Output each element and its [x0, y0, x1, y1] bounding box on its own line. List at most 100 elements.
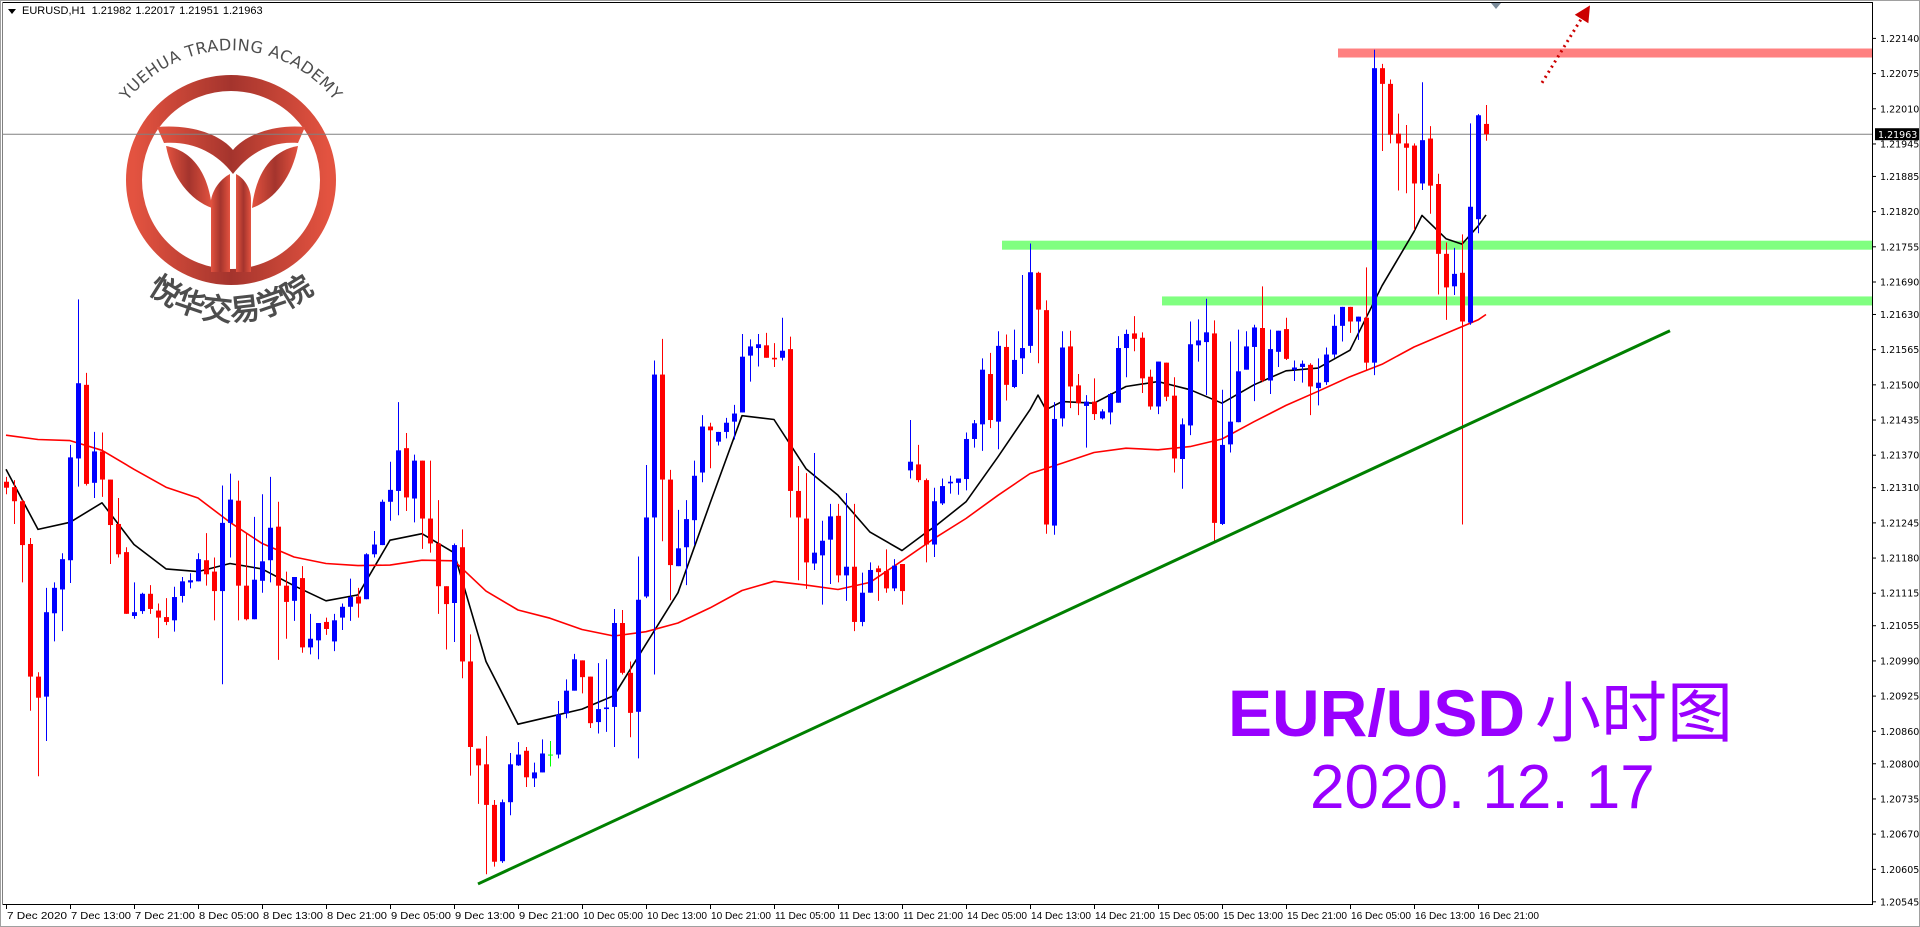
candle [140, 592, 145, 614]
candle [164, 598, 169, 626]
chart-shift-marker-icon[interactable] [1491, 3, 1501, 9]
time-tick-label: 16 Dec 05:00 [1351, 910, 1411, 922]
candle [348, 578, 353, 621]
price-tick-label: 1.21945 [1880, 139, 1919, 150]
candle-body [1396, 133, 1401, 144]
candle [1044, 300, 1049, 534]
candle [444, 586, 449, 650]
candle-body [884, 571, 889, 589]
candle-body [1204, 332, 1209, 343]
candle-body [660, 374, 665, 480]
candle [612, 608, 617, 747]
candle [1084, 395, 1089, 448]
time-tick-label: 7 Dec 13:00 [71, 910, 131, 922]
candle-body [68, 457, 73, 561]
candle [84, 372, 89, 486]
candle [1156, 361, 1161, 415]
candle-body [1036, 272, 1041, 310]
candle [236, 480, 241, 621]
candle [316, 623, 321, 660]
candle-body [1484, 123, 1489, 135]
candle [332, 613, 337, 652]
candle [684, 500, 689, 586]
candle [972, 420, 977, 448]
drawings [477, 5, 1671, 886]
candle [1412, 143, 1417, 231]
candle-body [1244, 346, 1249, 370]
candle-body [988, 374, 993, 421]
candle-body [716, 431, 721, 442]
candle [956, 478, 961, 495]
candle-body [292, 577, 297, 601]
candle-body [564, 690, 569, 714]
candle-body [148, 593, 153, 609]
price-tick-label: 1.21755 [1880, 242, 1919, 253]
candle-body [116, 523, 121, 555]
candle-body [1348, 306, 1353, 322]
candle-body [412, 460, 417, 499]
candle-body [92, 451, 97, 483]
candle [116, 497, 121, 558]
candle [772, 343, 777, 367]
candle [788, 336, 793, 518]
time-tick-label: 15 Dec 13:00 [1223, 910, 1283, 922]
candle [804, 473, 809, 589]
candle [4, 476, 9, 495]
candle-body [252, 579, 257, 620]
candle-body [1012, 359, 1017, 388]
candle [636, 556, 641, 759]
candle [948, 475, 953, 494]
candle [964, 432, 969, 491]
candle-body [428, 518, 433, 544]
candle [820, 520, 825, 605]
candle-body [644, 517, 649, 597]
candle [516, 742, 521, 766]
candle [1076, 374, 1081, 416]
candle-body [900, 564, 905, 592]
candle [252, 516, 257, 620]
candle [132, 582, 137, 619]
time-tick-label: 16 Dec 13:00 [1415, 910, 1475, 922]
candles [4, 49, 1489, 875]
candle-body [220, 522, 225, 592]
candle-body [1156, 361, 1161, 407]
time-tick-label: 7 Dec 2020 [7, 910, 67, 922]
candle-body [796, 490, 801, 518]
candle [276, 501, 281, 660]
candle [1148, 369, 1153, 410]
candle [1340, 306, 1345, 342]
candle-body [508, 764, 513, 803]
candle [652, 360, 657, 675]
current-price-badge [1875, 128, 1919, 141]
price-tick-label: 1.22075 [1880, 69, 1919, 80]
candle [204, 533, 209, 586]
time-tick-label: 7 Dec 21:00 [135, 910, 195, 922]
price-axis: 1.22140 1.22075 1.22010 1.21945 1.21885 1.218… [1872, 34, 1919, 908]
candle-body [764, 345, 769, 358]
candle [1332, 314, 1337, 358]
candle [1004, 334, 1009, 401]
candle [500, 799, 505, 863]
candle-body [780, 350, 785, 358]
dropdown-triangle-icon[interactable] [8, 8, 16, 14]
candle-body [1260, 328, 1265, 381]
candle-body [972, 423, 977, 439]
fast-moving-average [5, 214, 1487, 726]
candle-body [444, 586, 449, 605]
candle [1276, 330, 1281, 367]
price-tick-label: 1.20860 [1880, 727, 1919, 738]
candle-body [1084, 401, 1089, 406]
time-tick-label: 14 Dec 05:00 [967, 910, 1027, 922]
close-value: 1.21963 [222, 5, 263, 17]
candle [324, 617, 329, 635]
candle [756, 333, 761, 367]
candle-body [996, 345, 1001, 422]
candle-body [1452, 273, 1457, 287]
candle-body [340, 606, 345, 618]
candle-body [1236, 371, 1241, 423]
candle-body [1228, 421, 1233, 445]
candle-body [60, 559, 65, 590]
candle-body [308, 638, 313, 648]
candle-body [612, 623, 617, 707]
